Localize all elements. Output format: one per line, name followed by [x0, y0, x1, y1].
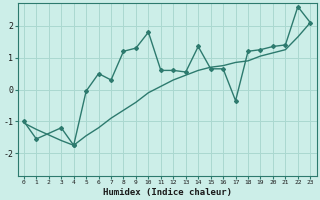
X-axis label: Humidex (Indice chaleur): Humidex (Indice chaleur)	[103, 188, 232, 197]
